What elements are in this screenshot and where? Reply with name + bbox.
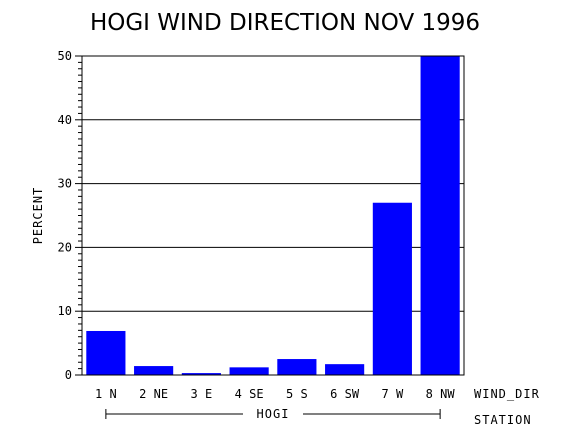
y-tick-label: 20 — [58, 240, 72, 254]
bar-5 — [277, 359, 317, 375]
bar-6 — [325, 364, 365, 375]
bars — [86, 56, 460, 375]
y-tick-label: 30 — [58, 177, 72, 191]
x-tick-label: 6 SW — [330, 387, 360, 401]
y-tick-label: 40 — [58, 113, 72, 127]
x-tick-label: 1 N — [95, 387, 117, 401]
y-tick-label: 10 — [58, 304, 72, 318]
x-tick-label: 7 W — [382, 387, 404, 401]
x-tick-label: 5 S — [286, 387, 308, 401]
x-axis-tick-labels: 1 N 2 NE 3 E 4 SE 5 S 6 SW 7 W 8 NW — [95, 387, 455, 401]
x-tick-label: 3 E — [191, 387, 213, 401]
y-axis-label: PERCENT — [31, 187, 45, 245]
bar-3 — [181, 373, 221, 375]
x-tick-label: 8 NW — [426, 387, 456, 401]
group-axis-label: STATION — [474, 413, 532, 427]
bar-2 — [134, 366, 174, 375]
station-group-bracket: HOGI — [105, 407, 441, 421]
bar-7 — [372, 202, 412, 375]
x-tick-label: 4 SE — [235, 387, 264, 401]
bar-8 — [420, 56, 460, 375]
y-tick-label: 50 — [58, 49, 72, 63]
x-tick-label: 2 NE — [139, 387, 168, 401]
group-label: HOGI — [257, 407, 290, 421]
bar-4 — [229, 367, 269, 375]
y-axis-ticks: 0 10 20 30 40 50 — [58, 49, 82, 382]
bar-1 — [86, 330, 126, 375]
chart-title: HOGI WIND DIRECTION NOV 1996 — [90, 10, 480, 36]
y-tick-label: 0 — [65, 368, 72, 382]
x-axis-label: WIND_DIR — [474, 387, 540, 401]
